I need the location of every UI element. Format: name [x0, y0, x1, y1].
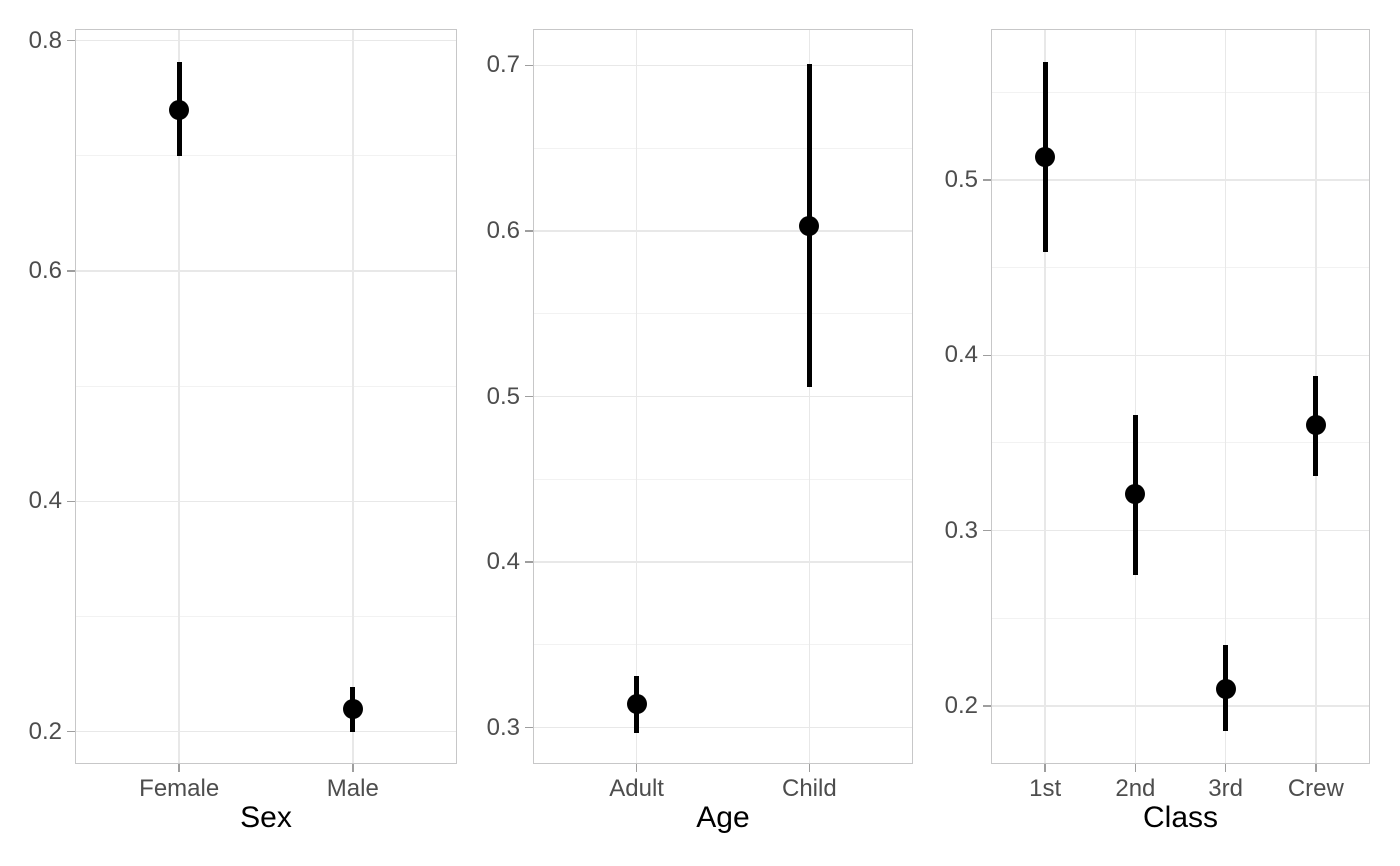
y-tick-label: 0.3 — [944, 516, 978, 544]
x-axis-tick — [635, 764, 638, 772]
axis-title-class: Class — [1142, 801, 1218, 834]
gridline-minor-y — [534, 313, 912, 315]
gridline-minor-y — [992, 617, 1369, 619]
x-tick-label: Crew — [1287, 775, 1344, 802]
y-tick-label: 0.2 — [28, 717, 62, 745]
y-tick-label: 0.5 — [486, 382, 520, 410]
gridline-major-x — [1134, 30, 1137, 763]
y-tick-label: 0.6 — [28, 256, 62, 284]
point-estimate-class-crew — [1305, 415, 1326, 436]
gridline-major-x — [808, 30, 811, 763]
x-axis-tick — [808, 764, 811, 772]
point-estimate-sex-female — [169, 99, 190, 120]
y-axis-tick — [67, 39, 75, 42]
y-tick-label: 0.7 — [486, 51, 520, 79]
x-tick-label: 1st — [1029, 775, 1062, 802]
axis-title-sex: Sex — [240, 801, 292, 834]
gridline-minor-y — [534, 644, 912, 646]
y-axis-tick — [67, 270, 75, 272]
gridline-major-x — [1044, 30, 1046, 763]
y-tick-label: 0.8 — [28, 26, 62, 54]
x-axis-tick — [1224, 764, 1227, 772]
x-axis-tick — [1134, 764, 1137, 772]
x-axis-tick — [1315, 764, 1317, 772]
gridline-minor-y — [76, 385, 456, 387]
x-tick-label: Female — [139, 775, 220, 802]
y-tick-label: 0.6 — [486, 216, 520, 244]
y-axis-tick — [983, 529, 991, 532]
x-axis-tick — [1044, 764, 1046, 772]
y-tick-label: 0.5 — [944, 165, 978, 193]
x-axis-tick — [178, 764, 180, 772]
gridline-major-x — [352, 30, 354, 763]
point-estimate-class-1st — [1035, 147, 1056, 168]
y-axis-tick — [525, 726, 533, 729]
gridline-major-y — [534, 230, 912, 232]
x-tick-label: Adult — [609, 775, 664, 802]
gridline-major-y — [534, 561, 912, 563]
gridline-major-y — [76, 39, 456, 42]
y-axis-tick — [67, 730, 75, 733]
gridline-minor-y — [76, 616, 456, 618]
y-axis-tick — [983, 179, 991, 181]
gridline-minor-y — [534, 478, 912, 480]
y-axis-tick — [525, 395, 533, 398]
y-tick-label: 0.2 — [944, 692, 978, 720]
y-axis-tick — [983, 354, 991, 357]
gridline-major-x — [178, 30, 180, 763]
point-estimate-sex-male — [342, 698, 363, 719]
y-axis-tick — [983, 705, 991, 707]
y-axis-tick — [525, 230, 533, 232]
y-tick-label: 0.4 — [944, 341, 978, 369]
gridline-minor-y — [534, 147, 912, 149]
gridline-major-y — [992, 705, 1369, 707]
y-axis-tick — [525, 561, 533, 563]
point-estimate-age-adult — [626, 694, 647, 715]
gridline-major-y — [992, 354, 1369, 357]
gridline-major-y — [76, 500, 456, 503]
x-tick-label: Male — [326, 775, 379, 802]
gridline-minor-y — [992, 442, 1369, 444]
gridline-major-y — [992, 529, 1369, 532]
axis-title-age: Age — [696, 801, 750, 834]
y-axis-tick — [67, 500, 75, 503]
gridline-minor-y — [76, 155, 456, 157]
y-tick-label: 0.3 — [486, 713, 520, 741]
plot-panel-sex — [75, 29, 457, 764]
gridline-minor-y — [992, 267, 1369, 269]
point-estimate-class-3rd — [1215, 678, 1236, 699]
gridline-major-x — [635, 30, 638, 763]
plot-panel-class — [991, 29, 1370, 764]
y-axis-tick — [525, 64, 533, 67]
gridline-minor-y — [992, 91, 1369, 93]
gridline-major-y — [992, 179, 1369, 181]
gridline-major-y — [534, 726, 912, 729]
point-estimate-class-2nd — [1125, 483, 1146, 504]
y-tick-label: 0.4 — [28, 487, 62, 515]
gridline-major-y — [534, 64, 912, 67]
gridline-major-y — [534, 395, 912, 398]
point-estimate-age-child — [799, 215, 820, 236]
y-tick-label: 0.4 — [486, 548, 520, 576]
gridline-major-x — [1224, 30, 1227, 763]
x-tick-label: 3rd — [1208, 775, 1243, 802]
x-tick-label: 2nd — [1115, 775, 1156, 802]
x-tick-label: Child — [782, 775, 837, 802]
x-axis-tick — [352, 764, 354, 772]
gridline-major-y — [76, 730, 456, 733]
gridline-major-y — [76, 270, 456, 272]
